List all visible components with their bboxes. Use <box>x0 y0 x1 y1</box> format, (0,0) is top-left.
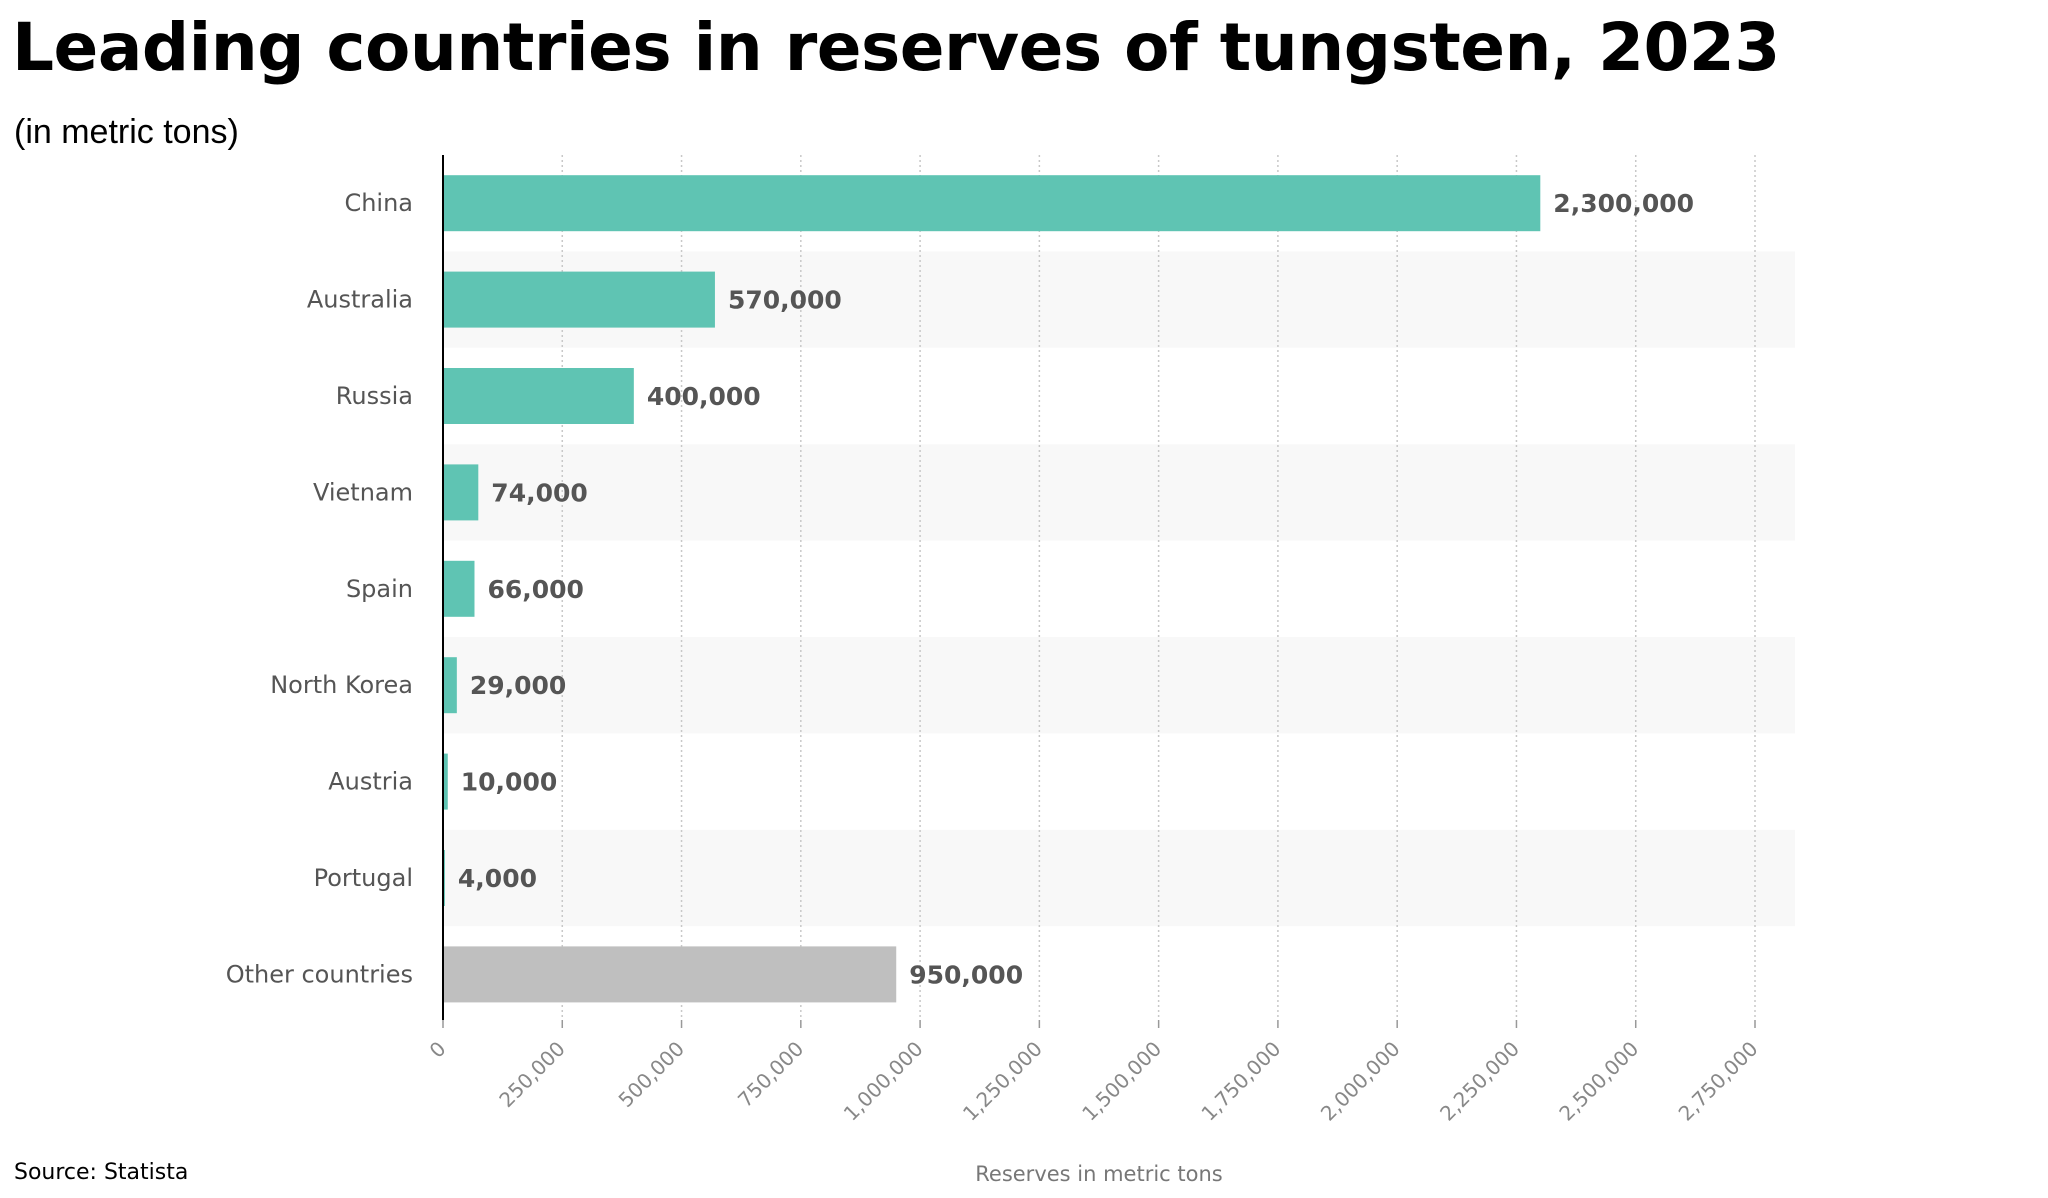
row-band <box>443 637 1795 734</box>
category-label: Australia <box>307 286 413 314</box>
bar <box>443 368 634 424</box>
category-label: Russia <box>336 382 413 410</box>
category-label: Austria <box>328 768 413 796</box>
x-tick-label: 250,000 <box>494 1037 569 1112</box>
x-tick-label: 2,500,000 <box>1554 1037 1643 1126</box>
chart-title: Leading countries in reserves of tungste… <box>12 9 1780 86</box>
row-band <box>443 829 1795 927</box>
x-tick-labels: 0 250,000 500,000 750,000 1,000,000 1,250,000… <box>425 1037 1763 1126</box>
value-label: 29,000 <box>470 671 566 700</box>
value-label: 950,000 <box>909 960 1023 989</box>
category-label: Spain <box>346 575 413 603</box>
value-label: 74,000 <box>491 478 587 507</box>
x-axis-title: Reserves in metric tons <box>975 1162 1222 1186</box>
category-label: North Korea <box>270 671 413 699</box>
x-tick-label: 0 <box>425 1037 451 1063</box>
axes <box>442 155 1756 1028</box>
x-tick-label: 1,500,000 <box>1077 1037 1166 1126</box>
bar <box>443 271 715 328</box>
category-label: Vietnam <box>313 478 413 506</box>
category-labels: China Australia Russia Vietnam Spain North Ko… <box>226 189 413 988</box>
value-label: 10,000 <box>461 768 557 797</box>
gridlines <box>561 155 1756 1020</box>
x-tick-label: 750,000 <box>733 1037 808 1112</box>
bar <box>443 657 457 714</box>
value-label: 570,000 <box>728 286 842 315</box>
bar <box>443 464 479 521</box>
x-tick-label: 2,250,000 <box>1435 1037 1524 1126</box>
bar <box>443 946 897 1003</box>
bars <box>443 175 1541 1003</box>
chart-subtitle: (in metric tons) <box>14 113 239 151</box>
value-labels: 2,300,000 570,000 400,000 74,000 66,000 29,00… <box>458 189 1694 989</box>
value-label: 4,000 <box>458 864 537 893</box>
value-label: 400,000 <box>647 382 761 411</box>
x-tick-label: 2,750,000 <box>1674 1037 1763 1126</box>
row-bands <box>443 251 1795 927</box>
category-label: China <box>344 189 413 217</box>
x-tick-label: 1,250,000 <box>958 1037 1047 1126</box>
x-tick-label: 2,000,000 <box>1316 1037 1405 1126</box>
bar <box>443 560 475 617</box>
bar <box>443 753 448 810</box>
x-tick-label: 500,000 <box>614 1037 689 1112</box>
category-label: Other countries <box>226 960 413 988</box>
source-note: Source: Statista <box>14 1160 189 1185</box>
value-label: 2,300,000 <box>1553 189 1694 218</box>
bar <box>443 175 1541 232</box>
x-tick-label: 1,000,000 <box>839 1037 928 1126</box>
row-band <box>443 444 1795 541</box>
value-label: 66,000 <box>487 575 583 604</box>
x-tick-label: 1,750,000 <box>1196 1037 1285 1126</box>
category-label: Portugal <box>314 864 413 892</box>
